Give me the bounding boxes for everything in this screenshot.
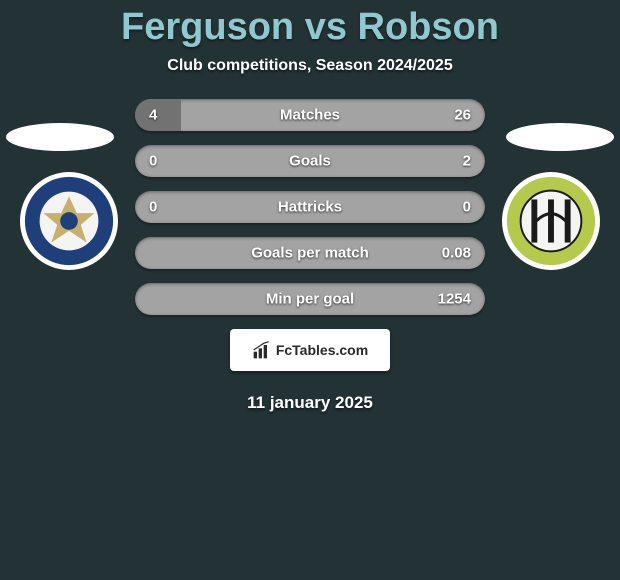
bar-value-left: 0 bbox=[149, 199, 157, 216]
footer-brand-text: FcTables.com bbox=[276, 342, 368, 358]
stat-bar: 0 Goals 2 bbox=[135, 145, 485, 177]
fctables-logo: FcTables.com bbox=[252, 340, 368, 360]
bar-value-left: 4 bbox=[149, 107, 157, 124]
bar-label: Hattricks bbox=[278, 199, 342, 216]
page-title: Ferguson vs Robson bbox=[0, 0, 620, 49]
bar-label: Goals bbox=[289, 153, 331, 170]
flag-right-oval bbox=[506, 123, 614, 151]
crest-left bbox=[20, 172, 118, 270]
bar-value-right: 0.08 bbox=[442, 245, 471, 262]
bar-value-right: 0 bbox=[463, 199, 471, 216]
stat-bar: Min per goal 1254 bbox=[135, 283, 485, 315]
bar-value-right: 1254 bbox=[438, 291, 471, 308]
bar-value-right: 26 bbox=[454, 107, 471, 124]
bar-label: Goals per match bbox=[251, 245, 369, 262]
flag-left-oval bbox=[6, 123, 114, 151]
bar-label: Min per goal bbox=[266, 291, 354, 308]
footer-brand-box: FcTables.com bbox=[230, 329, 390, 371]
bar-label: Matches bbox=[280, 107, 340, 124]
bar-value-right: 2 bbox=[463, 153, 471, 170]
bar-chart-icon bbox=[252, 340, 272, 360]
stat-bar: 0 Hattricks 0 bbox=[135, 191, 485, 223]
bar-value-left: 0 bbox=[149, 153, 157, 170]
page-subtitle: Club competitions, Season 2024/2025 bbox=[0, 57, 620, 75]
crest-right bbox=[502, 172, 600, 270]
date-text: 11 january 2025 bbox=[0, 393, 620, 413]
stat-bar: Goals per match 0.08 bbox=[135, 237, 485, 269]
stats-bars: 4 Matches 26 0 Goals 2 0 Hattricks 0 Goa… bbox=[135, 99, 485, 315]
stat-bar: 4 Matches 26 bbox=[135, 99, 485, 131]
bar-fill bbox=[135, 99, 181, 131]
